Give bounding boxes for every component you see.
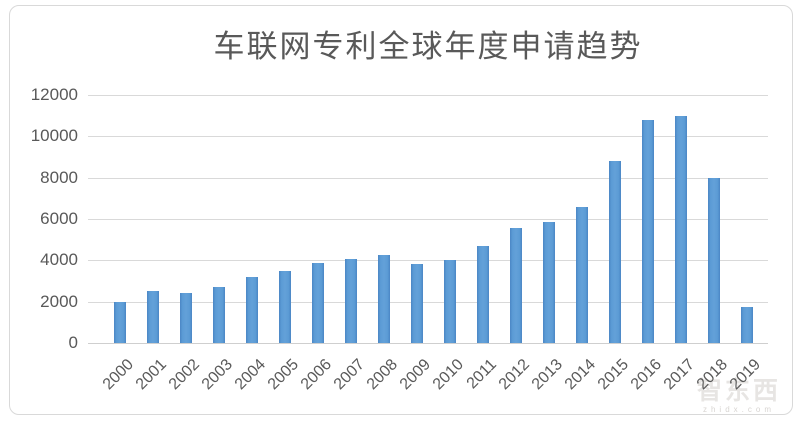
- bar-2001: [146, 291, 159, 343]
- gridline-6000: [88, 219, 768, 220]
- bar-2016: [641, 119, 654, 343]
- watermark-logo: 智东西: [696, 377, 781, 405]
- bar-2013: [542, 222, 555, 343]
- gridline-4000: [88, 260, 768, 262]
- x-axis-line: [88, 343, 768, 344]
- bar-2017: [674, 115, 687, 343]
- watermark-url: zhidx.com: [702, 405, 775, 414]
- bar-2004: [245, 276, 258, 343]
- bar-2009: [410, 264, 423, 343]
- y-axis-tick-label-10000: 10000: [30, 126, 78, 146]
- bar-2006: [311, 263, 324, 343]
- y-axis-tick-label-12000: 12000: [30, 85, 78, 104]
- gridline-2000: [88, 301, 768, 303]
- gridline-8000: [88, 177, 768, 179]
- bar-2019: [740, 306, 753, 343]
- y-axis-tick-label-2000: 2000: [40, 291, 78, 311]
- bar-2010: [443, 260, 456, 343]
- bar-2015: [608, 161, 621, 343]
- bar-2018: [707, 177, 720, 343]
- bar-2002: [179, 293, 192, 343]
- bar-2007: [344, 259, 357, 343]
- bar-2003: [212, 287, 225, 343]
- gridline-10000: [88, 136, 768, 138]
- gridline-12000: [88, 95, 768, 96]
- watermark: 智东西 zhidx.com: [691, 377, 787, 415]
- chart-frame: [9, 5, 793, 415]
- bar-2014: [575, 206, 588, 343]
- bar-2011: [476, 245, 489, 343]
- y-axis-tick-label-0: 0: [68, 333, 78, 352]
- bar-2008: [377, 255, 390, 343]
- y-axis-tick-label-8000: 8000: [40, 167, 78, 187]
- y-axis-tick-label-4000: 4000: [40, 250, 78, 270]
- chart-title: 车联网专利全球年度申请趋势: [213, 29, 643, 64]
- bar-2000: [113, 301, 126, 343]
- bar-2005: [278, 270, 291, 343]
- y-axis-tick-label-6000: 6000: [40, 209, 78, 228]
- bar-2012: [509, 228, 522, 343]
